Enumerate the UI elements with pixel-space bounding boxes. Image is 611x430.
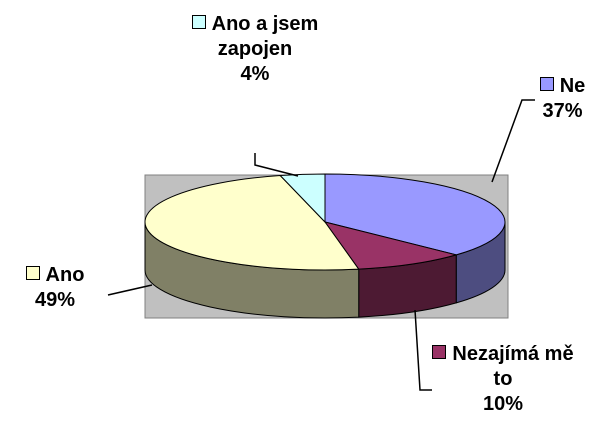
slice [324,173,506,256]
leader-line [107,284,153,296]
slice [279,173,326,224]
legend-swatch [432,345,447,359]
legend-swatch [191,15,206,29]
leader-line [491,99,535,183]
label-value: 10% [482,393,524,415]
legend-swatch [25,266,40,280]
label-value: 4% [240,63,270,85]
label-name: Ano [45,264,85,286]
data-label: Ano a jsem zapojen 4% [190,12,320,87]
slice [144,174,360,271]
label-name: Nezajímá mě to [452,343,574,390]
pie [144,173,506,319]
label-name: Ne [559,75,586,97]
legend-swatch [539,77,554,91]
data-label: Nezajímá mě to 10% [428,342,578,417]
label-value: 37% [542,100,583,122]
leader-line [254,153,299,177]
label-value: 49% [34,289,76,311]
slice [323,221,459,270]
data-label: Ano 49% [5,263,105,313]
leader-line [414,309,432,391]
data-label: Ne 37% [515,74,610,124]
label-name: Ano a jsem zapojen [211,13,319,60]
